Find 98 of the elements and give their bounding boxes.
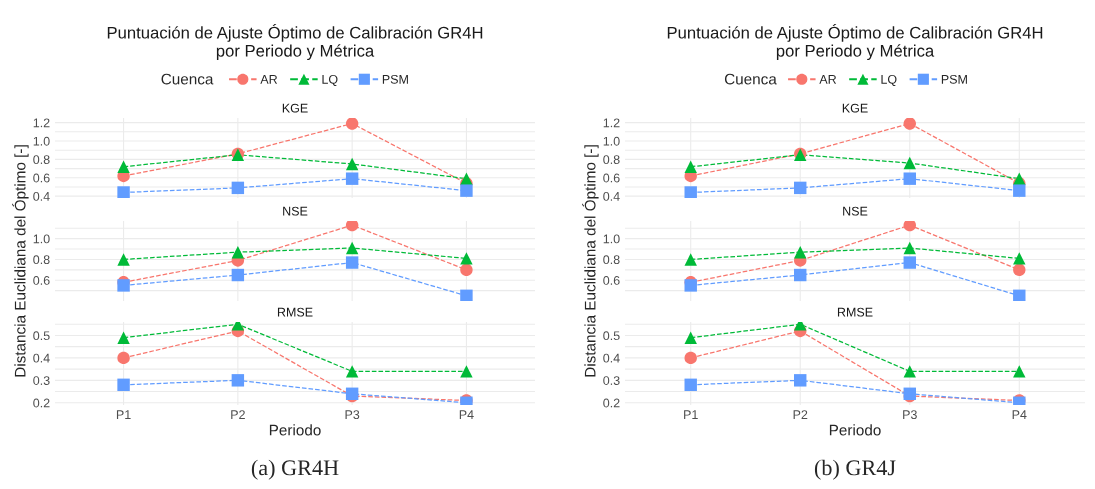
- y-tick-label: 0.3: [603, 376, 620, 385]
- y-tick-label: 1.0: [603, 136, 620, 146]
- y-tick-label: 1.0: [33, 234, 50, 244]
- point: [684, 186, 697, 198]
- point: [345, 221, 359, 232]
- legend-label: PSM: [941, 74, 967, 84]
- point: [794, 245, 807, 259]
- point: [1013, 252, 1026, 265]
- x-axis-title: Periodo: [269, 424, 321, 436]
- text: (a) GR4H: [251, 459, 339, 480]
- y-tick-label: 0.8: [33, 155, 50, 165]
- x-tick-label: P1: [684, 410, 698, 419]
- point: [684, 351, 697, 365]
- point: [345, 157, 359, 171]
- chart-subtitle: KGE: [842, 103, 868, 113]
- point: [231, 245, 245, 259]
- y-tick-label: 0.4: [33, 353, 50, 363]
- point: [903, 172, 916, 185]
- chart-subtitle: RMSE: [837, 307, 873, 317]
- point: [794, 268, 807, 282]
- point: [684, 253, 697, 266]
- chart-subtitle: KGE: [282, 103, 308, 113]
- y-tick-label: 0.4: [33, 191, 50, 201]
- point: [1013, 289, 1026, 301]
- point: [903, 256, 916, 269]
- point: [345, 172, 359, 185]
- x-tick-label: P4: [459, 410, 474, 419]
- legend-label: LQ: [881, 74, 897, 86]
- point: [460, 289, 473, 301]
- y-tick-label: 1.0: [33, 136, 50, 146]
- point: [117, 351, 130, 365]
- chart-title: Puntuación de Ajuste Óptimo de Calibración GR4H por Periodo y Métrica: [667, 23, 1043, 61]
- y-tick-label: 0.6: [603, 276, 620, 285]
- point: [903, 118, 916, 130]
- text: (b) GR4J: [814, 459, 896, 480]
- point: [903, 156, 916, 170]
- point: [117, 186, 130, 198]
- x-axis-title: Periodo: [829, 424, 881, 436]
- chart-subtitle: NSE: [843, 206, 868, 216]
- y-tick-label: 1.2: [603, 118, 620, 128]
- point: [794, 374, 807, 387]
- point: [117, 253, 130, 266]
- point: [345, 241, 359, 255]
- y-tick-label: 0.6: [33, 173, 50, 183]
- x-tick-label: P3: [903, 410, 917, 420]
- y-tick-label: 0.6: [603, 173, 620, 183]
- x-tick-label: P3: [345, 410, 360, 420]
- point: [903, 221, 916, 232]
- point: [684, 331, 697, 344]
- legend-title: Cuenca: [161, 73, 214, 85]
- point: [231, 268, 245, 282]
- x-tick-label: P2: [231, 410, 245, 419]
- chart-subtitle: RMSE: [277, 307, 313, 317]
- point: [345, 256, 359, 269]
- point: [1013, 263, 1026, 277]
- point: [684, 160, 697, 173]
- point: [684, 378, 697, 392]
- legend-label: AR: [819, 75, 837, 84]
- y-axis-title: Distancia Euclidiana del Óptimo [-]: [582, 145, 599, 377]
- y-tick-label: 0.6: [33, 276, 50, 285]
- chart-subtitle: NSE: [283, 206, 308, 216]
- legend-label: AR: [260, 75, 278, 84]
- y-tick-label: 0.5: [603, 331, 620, 341]
- y-tick-label: 0.4: [603, 191, 620, 201]
- y-tick-label: 0.8: [603, 155, 620, 165]
- x-tick-label: P1: [116, 410, 131, 419]
- legend-label: LQ: [322, 74, 338, 86]
- y-tick-label: 0.5: [33, 331, 50, 341]
- y-tick-label: 0.4: [603, 353, 620, 363]
- point: [1013, 365, 1026, 378]
- y-tick-label: 0.8: [33, 255, 50, 265]
- point: [231, 181, 245, 195]
- legend-title: Cuenca: [724, 73, 777, 85]
- y-tick-label: 0.3: [33, 376, 50, 385]
- point: [460, 252, 473, 265]
- point: [903, 365, 916, 378]
- point: [117, 160, 130, 173]
- y-tick-label: 1.0: [603, 234, 620, 244]
- point: [1013, 184, 1026, 197]
- point: [460, 184, 473, 197]
- y-axis-title: Distancia Euclidiana del Óptimo [-]: [12, 145, 29, 377]
- y-tick-label: 0.2: [603, 398, 620, 408]
- point: [345, 365, 359, 378]
- y-tick-label: 0.8: [603, 255, 620, 265]
- point: [117, 331, 130, 344]
- point: [903, 241, 916, 255]
- legend-label: PSM: [382, 74, 408, 84]
- point: [345, 118, 359, 130]
- x-tick-label: P4: [1012, 410, 1027, 419]
- x-tick-label: P2: [793, 410, 808, 419]
- point: [117, 378, 130, 392]
- point: [794, 181, 807, 195]
- point: [231, 374, 245, 387]
- y-tick-label: 1.2: [33, 118, 50, 128]
- chart-title: Puntuación de Ajuste Óptimo de Calibración GR4H por Periodo y Métrica: [107, 23, 483, 61]
- point: [460, 263, 473, 277]
- y-tick-label: 0.2: [33, 398, 50, 408]
- point: [460, 365, 473, 378]
